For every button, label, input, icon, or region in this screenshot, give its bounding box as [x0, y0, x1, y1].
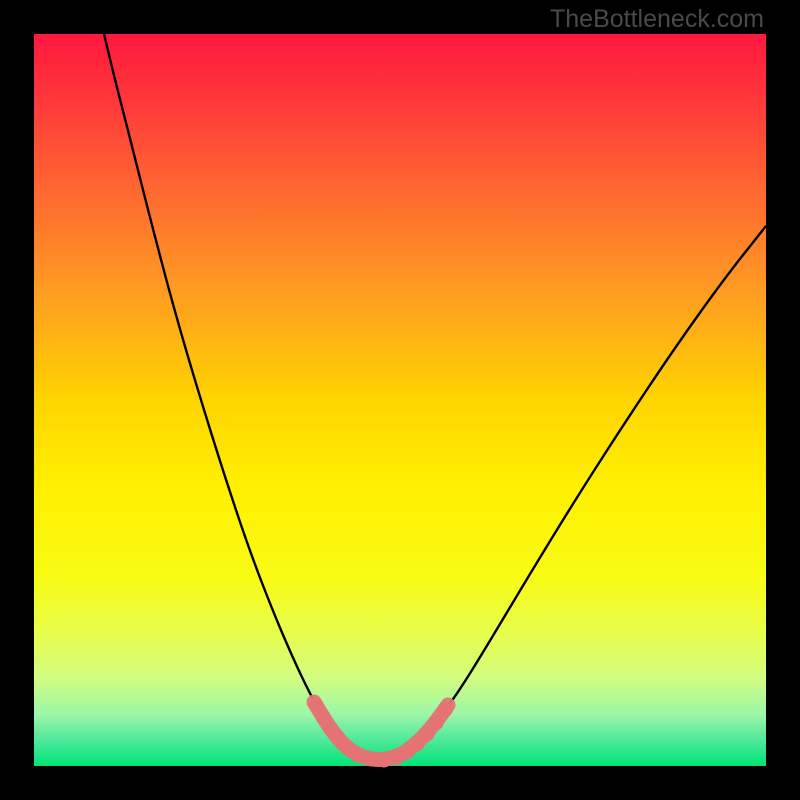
plot-area	[34, 34, 766, 766]
bottleneck-curve	[104, 34, 766, 760]
chart-frame: TheBottleneck.com	[0, 0, 800, 800]
highlight-dot	[438, 703, 453, 718]
curve-layer	[34, 34, 766, 766]
highlight-dot	[364, 752, 379, 767]
highlight-dot	[351, 748, 366, 763]
highlight-dot	[429, 716, 444, 731]
watermark-text: TheBottleneck.com	[550, 5, 764, 34]
